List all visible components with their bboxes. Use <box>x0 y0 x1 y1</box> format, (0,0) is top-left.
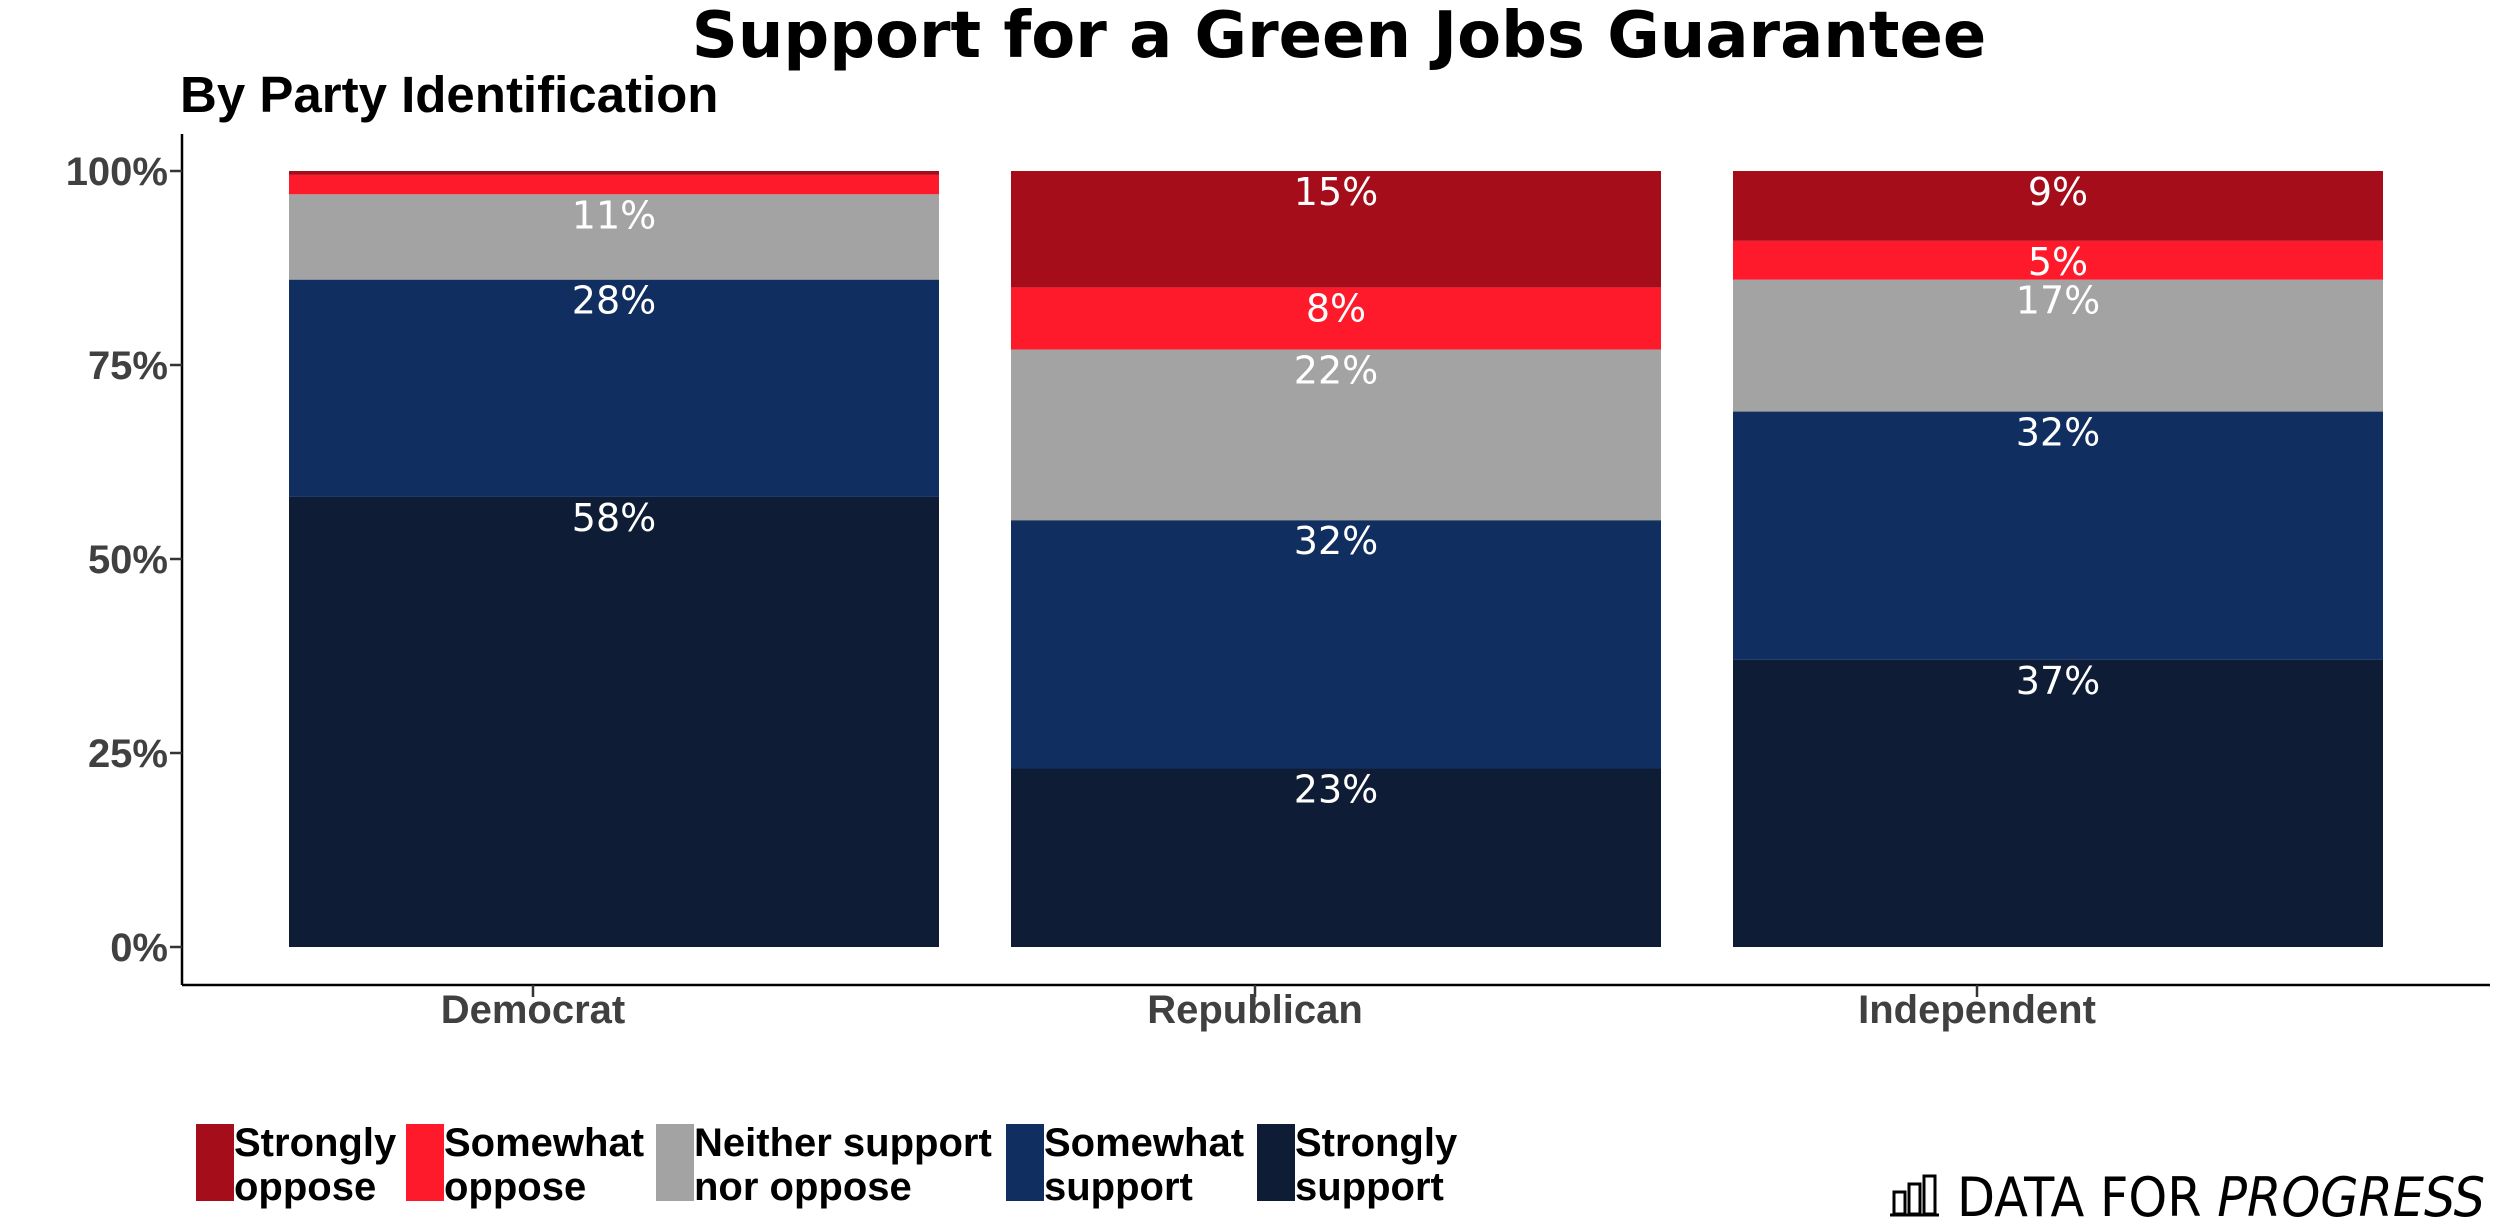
data-label: 58% <box>572 496 656 540</box>
bar-segment <box>1011 171 1661 288</box>
data-label: 22% <box>1294 348 1378 392</box>
legend-item: Somewhat support <box>1006 1121 1244 1209</box>
legend-label: Somewhat oppose <box>444 1121 644 1209</box>
bar-segment <box>289 171 939 175</box>
data-label: 9% <box>2028 170 2088 214</box>
legend-swatch <box>1257 1124 1295 1201</box>
bars <box>289 171 2383 947</box>
legend-label: Strongly oppose <box>234 1121 397 1209</box>
data-label: 15% <box>1294 170 1378 214</box>
data-label: 28% <box>572 279 656 323</box>
data-labels: 58% 28% 11% 23% 32% 22% 8% 15% 37% 32% 17%5% 9% <box>572 170 2100 812</box>
legend-item: Strongly support <box>1257 1121 1458 1209</box>
y-tick-label: 50% <box>88 538 168 582</box>
y-tick-label: 0% <box>110 926 168 970</box>
data-label: 32% <box>1294 519 1378 563</box>
legend-item: Strongly oppose <box>196 1121 397 1209</box>
data-label: 11% <box>572 193 656 237</box>
brand-name: DATA FOR <box>1957 1166 2217 1228</box>
brand-logo: DATA FOR PROGRESS <box>1890 1166 2485 1228</box>
y-tick-label: 100% <box>66 150 168 194</box>
y-tick-label: 25% <box>88 732 168 776</box>
legend-swatch <box>656 1124 694 1201</box>
x-tick-label: Democrat <box>441 988 626 1032</box>
bar-segment <box>1733 171 2383 241</box>
bar-segment <box>1011 287 1661 350</box>
bar-segment <box>289 496 939 947</box>
legend-swatch <box>196 1124 234 1201</box>
x-tick-label: Republican <box>1147 988 1363 1032</box>
bar-segment <box>289 174 939 195</box>
bar-segment <box>289 279 939 497</box>
bar-segment <box>1011 349 1661 521</box>
bar-segment <box>1011 768 1661 947</box>
bar-segment <box>1733 240 2383 280</box>
legend-item: Somewhat oppose <box>406 1121 644 1209</box>
y-tick-label: 75% <box>88 344 168 388</box>
axes: 0% 25% 50% 75% 100% Democrat Republican Indepen… <box>66 134 2490 1032</box>
svg-text:DATA FOR PROGRESS: DATA FOR PROGRESS <box>1957 1166 2485 1228</box>
bar-segment <box>289 194 939 280</box>
chart-title: Support for a Green Jobs Guarantee <box>692 0 1987 73</box>
chart-subtitle: By Party Identification <box>180 66 718 123</box>
data-label: 37% <box>2016 659 2100 703</box>
legend-swatch <box>1006 1124 1044 1201</box>
bar-segment <box>1011 520 1661 769</box>
legend-item: Neither support nor oppose <box>656 1121 992 1209</box>
x-tick-label: Independent <box>1858 988 2096 1032</box>
data-label: 23% <box>1294 768 1378 812</box>
bar-segment <box>1733 279 2383 412</box>
brand-name-emphasis: PROGRESS <box>2217 1166 2485 1228</box>
legend-swatch <box>406 1124 444 1201</box>
legend-label: Neither support nor oppose <box>694 1121 992 1209</box>
legend: Strongly oppose Somewhat oppose Neither supp… <box>196 1121 1458 1209</box>
legend-label: Strongly support <box>1295 1121 1458 1209</box>
data-label: 17% <box>2016 279 2100 323</box>
data-label: 32% <box>2016 411 2100 455</box>
legend-label: Somewhat support <box>1044 1121 1244 1209</box>
bar-segment <box>1733 659 2383 947</box>
data-label: 5% <box>2028 240 2088 284</box>
bar-segment <box>1733 411 2383 660</box>
bar-chart-icon <box>1890 1174 1939 1217</box>
data-label: 8% <box>1306 286 1366 330</box>
